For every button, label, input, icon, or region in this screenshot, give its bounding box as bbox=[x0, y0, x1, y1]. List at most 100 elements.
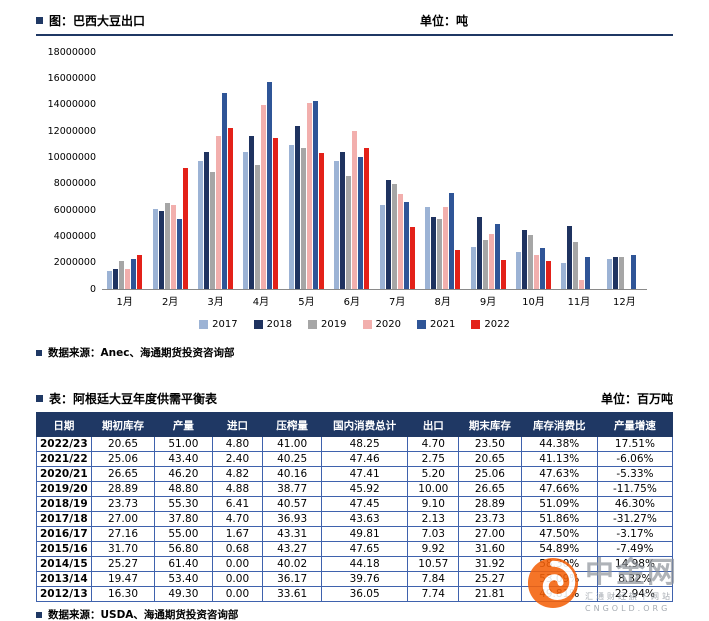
x-axis-label: 7月 bbox=[389, 297, 406, 308]
table-cell: 7.84 bbox=[407, 571, 460, 587]
bar-2020-9月 bbox=[488, 233, 494, 289]
y-axis-label: 0 bbox=[89, 283, 96, 295]
bar-2017-5月 bbox=[288, 145, 294, 289]
table-cell: 7.74 bbox=[407, 586, 460, 602]
y-axis-label: 2000000 bbox=[53, 256, 96, 268]
y-axis-label: 8000000 bbox=[53, 177, 96, 189]
table-title: 表：阿根廷大豆年度供需平衡表 bbox=[49, 392, 218, 406]
legend-label: 2021 bbox=[429, 319, 456, 330]
bar-2021-2月 bbox=[176, 219, 182, 289]
table-cell: 27.00 bbox=[90, 511, 156, 527]
bar-2019-7月 bbox=[391, 183, 397, 289]
table-cell: 49.81 bbox=[320, 526, 409, 542]
table-cell: 47.65 bbox=[320, 541, 409, 557]
bar-2021-8月 bbox=[449, 192, 455, 289]
x-axis-label: 11月 bbox=[567, 297, 591, 308]
table-cell: 27.16 bbox=[90, 526, 156, 542]
table-row: 2014/15 25.27 61.40 0.00 40.02 44.18 10.57 31.9… bbox=[36, 556, 674, 572]
table-cell: 8.32% bbox=[596, 571, 674, 587]
table-cell: 4.88 bbox=[211, 481, 264, 497]
chart-legend: 2017 2018 2019 2020 2021 2022 bbox=[36, 319, 673, 330]
table-cell: -6.06% bbox=[596, 451, 674, 467]
table-cell: 49.30 bbox=[154, 586, 213, 602]
legend-item-2021: 2021 bbox=[416, 319, 456, 330]
table-cell-date: 2021/22 bbox=[36, 451, 92, 467]
legend-label: 2017 bbox=[212, 319, 238, 330]
bar-2018-10月 bbox=[521, 229, 527, 289]
legend-swatch-icon bbox=[362, 320, 372, 329]
table-cell: 39.76 bbox=[320, 571, 409, 587]
table-cell: 4.70 bbox=[211, 511, 264, 527]
bar-2022-7月 bbox=[409, 227, 415, 289]
bar-2018-1月 bbox=[113, 269, 119, 289]
bar-2018-6月 bbox=[340, 152, 346, 289]
table-cell: 17.51% bbox=[596, 436, 674, 452]
bar-2017-1月 bbox=[107, 270, 113, 289]
legend-item-2019: 2019 bbox=[308, 319, 347, 330]
bar-2019-11月 bbox=[573, 241, 579, 289]
y-axis-label: 6000000 bbox=[53, 204, 96, 216]
chart-section-header: 图：巴西大豆出口 单位：吨 bbox=[36, 6, 673, 36]
legend-swatch-icon bbox=[308, 320, 318, 329]
table-cell: 20.65 bbox=[458, 451, 522, 467]
bar-2021-11月 bbox=[585, 257, 591, 289]
source-bullet-icon bbox=[36, 349, 42, 356]
table-cell: 56.80 bbox=[154, 541, 213, 557]
table-cell: 53.09% bbox=[520, 571, 598, 587]
table-row: 2015/16 31.70 56.80 0.68 43.27 47.65 9.92 31.60… bbox=[36, 541, 674, 557]
legend-label: 2022 bbox=[484, 319, 510, 330]
x-axis-label: 5月 bbox=[298, 297, 315, 308]
table-cell: 9.10 bbox=[407, 496, 460, 512]
table-cell: 58.30% bbox=[520, 556, 598, 572]
bar-2021-9月 bbox=[494, 224, 500, 289]
x-axis-label: 3月 bbox=[207, 297, 224, 308]
table-cell: 0.68 bbox=[211, 541, 264, 557]
legend-item-2020: 2020 bbox=[362, 319, 401, 330]
x-axis-label: 4月 bbox=[252, 297, 270, 308]
table-cell-date: 2022/23 bbox=[36, 436, 92, 452]
table-cell: 41.13% bbox=[520, 451, 598, 467]
table-cell: 2.75 bbox=[407, 451, 460, 467]
bar-2021-3月 bbox=[222, 92, 228, 289]
table-cell: 47.63% bbox=[520, 466, 598, 482]
bar-2022-3月 bbox=[228, 128, 234, 289]
x-axis-labels: 1月 2月 3月 4月 5月 6月 7月 8月 9月 10月 11月 12月 bbox=[102, 293, 647, 308]
bar-2020-7月 bbox=[397, 194, 403, 289]
y-axis-label: 10000000 bbox=[47, 151, 96, 163]
chart-plot: 0 2000000 4000000 6000000 8000000 10000000 120… bbox=[48, 47, 647, 293]
table-cell: 25.27 bbox=[458, 571, 522, 587]
table-cell: 0.00 bbox=[211, 571, 264, 587]
table-cell: 4.70 bbox=[407, 436, 460, 452]
bar-2017-11月 bbox=[561, 262, 567, 289]
table-row: 2020/21 26.65 46.20 4.82 40.16 47.41 5.20 25.06… bbox=[36, 466, 674, 482]
table-header-cell: 日期 bbox=[36, 414, 92, 437]
bar-2022-9月 bbox=[500, 260, 506, 289]
table-header-cell: 库存消费比 bbox=[520, 414, 598, 437]
legend-item-2022: 2022 bbox=[471, 319, 510, 330]
table-row: 2018/19 23.73 55.30 6.41 40.57 47.45 9.10 28.89… bbox=[36, 496, 674, 512]
table-cell: 49.81% bbox=[520, 586, 598, 602]
bar-2020-3月 bbox=[216, 136, 222, 289]
table-cell: 46.30% bbox=[596, 496, 674, 512]
table-row: 2013/14 19.47 53.40 0.00 36.17 39.76 7.84 25.27… bbox=[36, 571, 674, 587]
bar-2019-4月 bbox=[255, 165, 261, 289]
bar-2019-1月 bbox=[119, 261, 125, 289]
bar-2019-3月 bbox=[210, 171, 216, 289]
table-cell: 9.92 bbox=[407, 541, 460, 557]
table-header-cell: 产量增速 bbox=[596, 414, 674, 437]
source-bullet-icon bbox=[36, 611, 42, 618]
y-axis-label: 16000000 bbox=[47, 72, 96, 84]
bar-2021-6月 bbox=[358, 157, 364, 289]
table-header-cell: 压榨量 bbox=[262, 414, 322, 437]
table-cell: 2.13 bbox=[407, 511, 460, 527]
table-cell: 47.50% bbox=[520, 526, 598, 542]
table-cell: 4.80 bbox=[211, 436, 264, 452]
table-cell-date: 2018/19 bbox=[36, 496, 92, 512]
bar-2021-5月 bbox=[312, 100, 318, 289]
table-cell: 19.47 bbox=[90, 571, 156, 587]
bar-2022-2月 bbox=[182, 167, 188, 289]
bar-2017-6月 bbox=[334, 161, 340, 289]
table-cell: 40.16 bbox=[262, 466, 322, 482]
bar-2018-7月 bbox=[385, 179, 391, 289]
